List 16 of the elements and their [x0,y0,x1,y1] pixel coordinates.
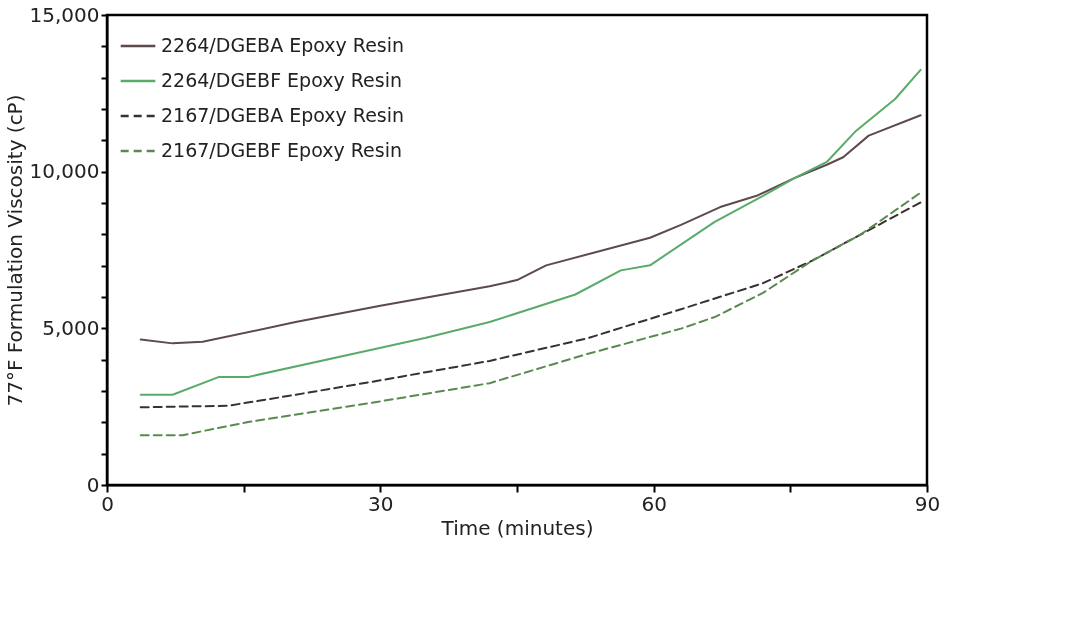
legend-label: 2167/DGEBF Epoxy Resin [161,139,403,161]
y-axis-title: 77°F Formulation Viscosity (cP) [2,94,27,407]
y-tick-label: 10,000 [29,159,100,184]
y-tick-label: 5,000 [42,315,100,340]
y-tick-label: 0 [86,472,100,497]
x-tick-label: 60 [641,491,667,516]
legend-label: 2264/DGEBF Epoxy Resin [161,69,403,91]
x-tick-label: 30 [368,491,394,516]
line-series [139,68,922,396]
legend-label: 2167/DGEBA Epoxy Resin [161,104,405,126]
line-series [139,191,922,437]
x-axis-title: Time (minutes) [440,515,594,540]
x-tick-label: 90 [914,491,941,516]
legend-label: 2264/DGEBA Epoxy Resin [161,34,405,56]
y-tick-label: 15,000 [29,2,100,27]
line-series [139,201,922,409]
